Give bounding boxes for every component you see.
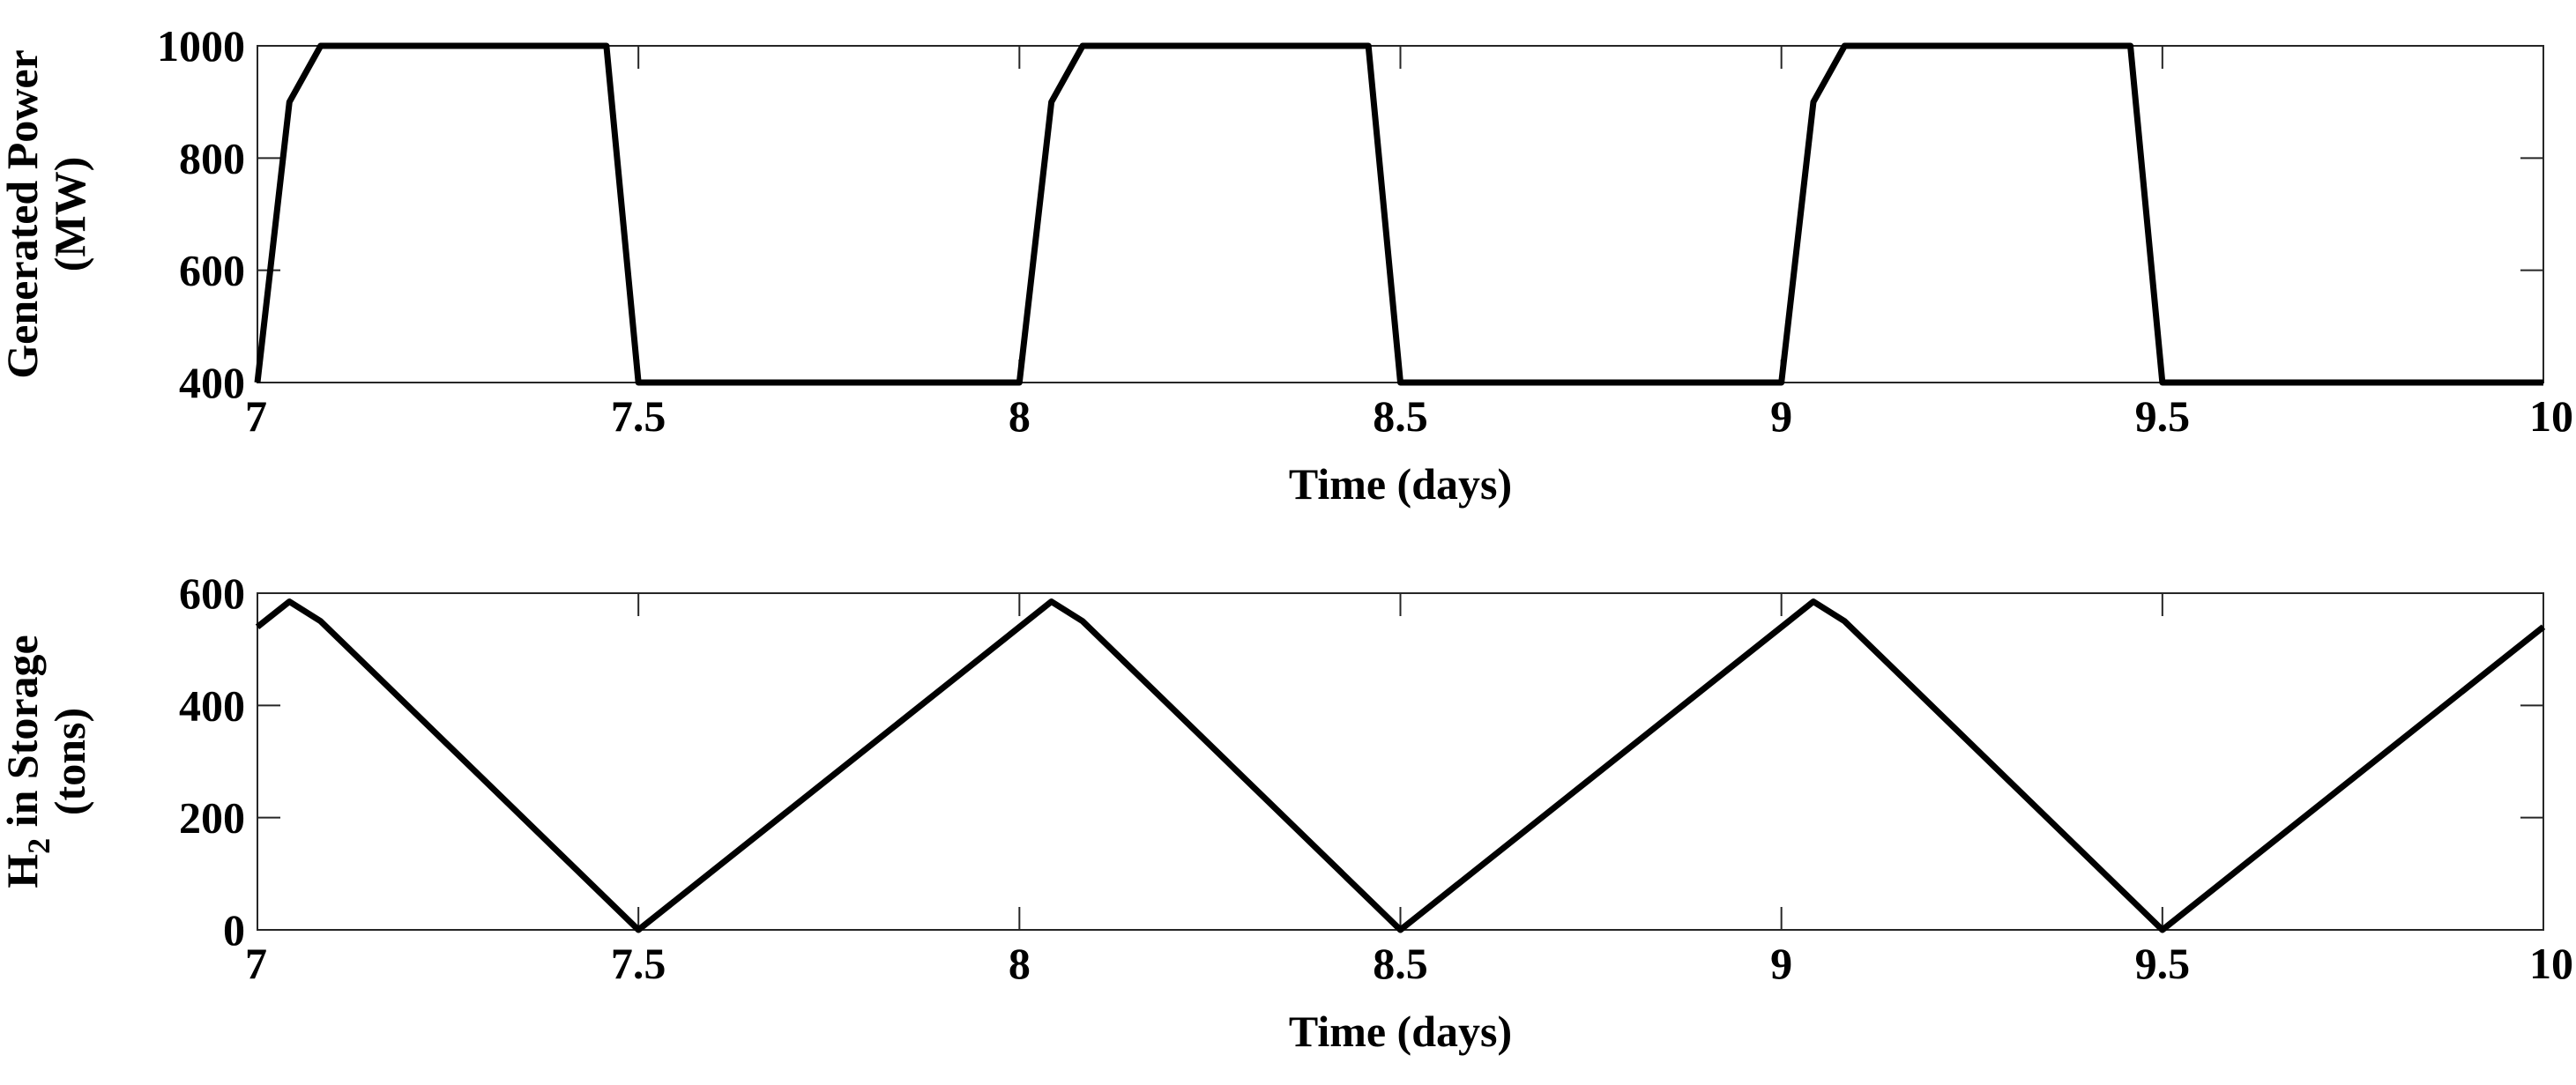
x-label: Time (days) bbox=[1289, 459, 1512, 509]
x-label: Time (days) bbox=[1289, 1007, 1512, 1056]
axes-box bbox=[257, 592, 2544, 931]
y-label-line: H2 in Storage bbox=[0, 635, 56, 888]
x-tick-label: 10 bbox=[2529, 391, 2573, 441]
x-tick-label: 9 bbox=[1770, 939, 1792, 988]
y-label-line: (tons) bbox=[45, 708, 94, 815]
x-tick-label: 7 bbox=[245, 391, 267, 441]
y-label-line: Generated Power bbox=[0, 49, 47, 378]
data-line bbox=[254, 42, 2543, 386]
y-label-subscript: 2 bbox=[21, 838, 56, 854]
x-tick-label: 8.5 bbox=[1373, 939, 1428, 988]
y-tick-label: 600 bbox=[179, 246, 245, 295]
y-tick-label: 600 bbox=[179, 569, 245, 618]
y-tick-label: 400 bbox=[179, 358, 245, 407]
y-label: Generated Power (MW) bbox=[0, 49, 94, 378]
data-line bbox=[255, 598, 2546, 933]
y-tick-label: 800 bbox=[179, 133, 245, 182]
y-label-text: H bbox=[0, 854, 47, 888]
y-label-line: (MW) bbox=[45, 157, 94, 272]
y-label-text: in Storage bbox=[0, 635, 47, 838]
x-tick-label: 9.5 bbox=[2135, 939, 2191, 988]
x-tick-label: 9 bbox=[1770, 391, 1792, 441]
x-tick-label: 8 bbox=[1009, 939, 1031, 988]
y-tick-label: 400 bbox=[179, 680, 245, 730]
x-tick-label: 7.5 bbox=[611, 391, 666, 441]
x-tick-label: 9.5 bbox=[2135, 391, 2191, 441]
axes-box bbox=[257, 45, 2544, 383]
x-tick-label: 10 bbox=[2529, 939, 2573, 988]
x-tick-label: 8 bbox=[1009, 391, 1031, 441]
y-tick-label: 1000 bbox=[157, 21, 245, 71]
y-label: H2 in Storage (tons) bbox=[0, 635, 94, 888]
y-tick-label: 200 bbox=[179, 793, 245, 843]
x-tick-label: 7 bbox=[245, 939, 267, 988]
y-tick-label: 0 bbox=[223, 905, 245, 955]
x-tick-label: 8.5 bbox=[1373, 391, 1428, 441]
x-tick-label: 7.5 bbox=[611, 939, 666, 988]
